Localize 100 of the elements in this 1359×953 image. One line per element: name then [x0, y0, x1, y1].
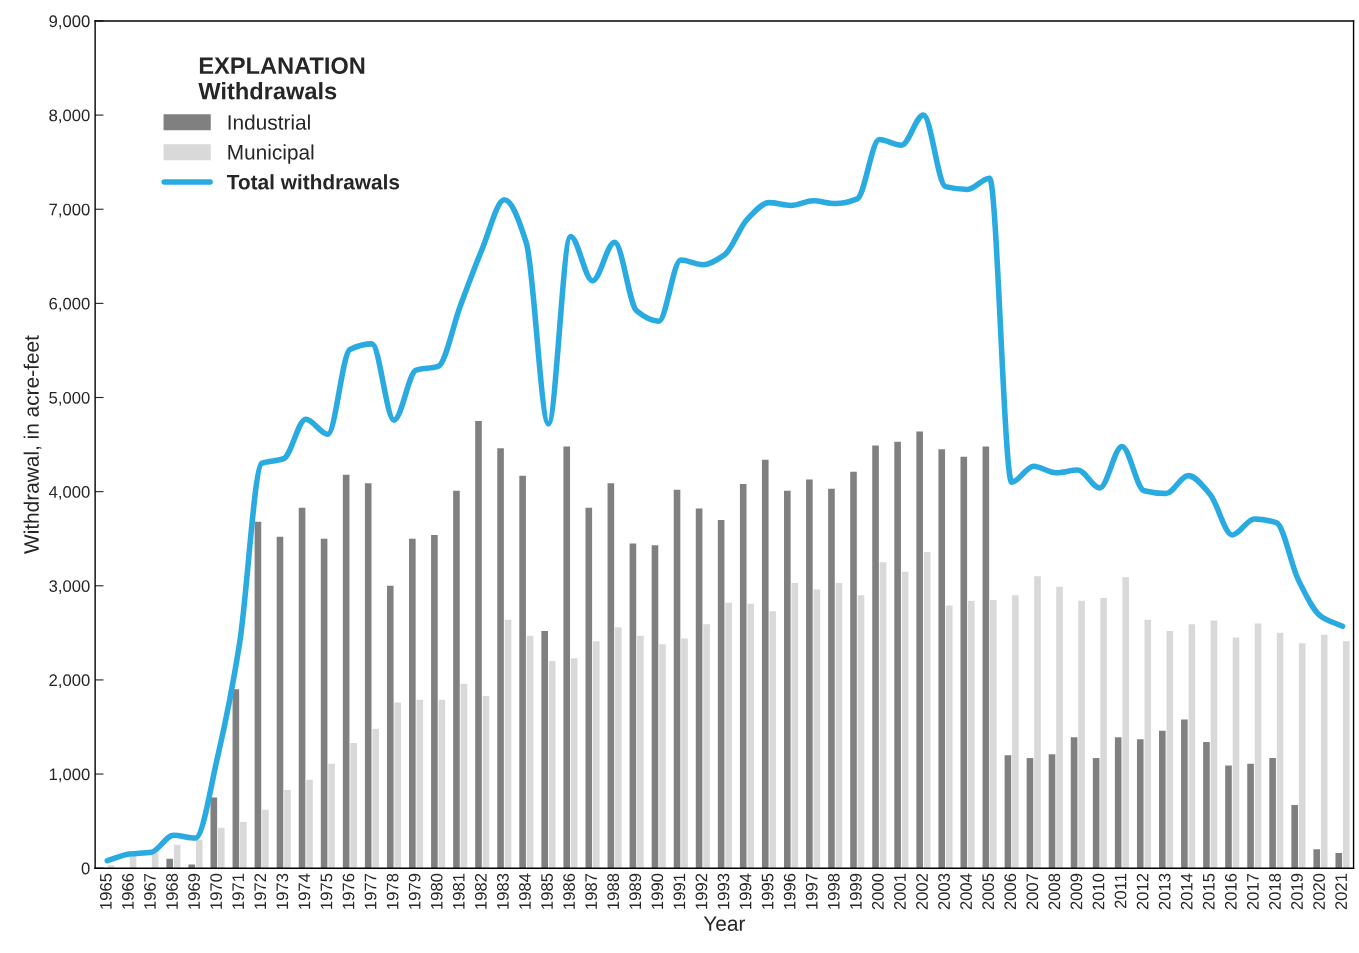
- bar: [364, 483, 372, 869]
- bar: [607, 483, 615, 869]
- bar: [372, 728, 380, 869]
- x-tick-label: 2003: [938, 873, 950, 910]
- bar: [990, 599, 997, 869]
- x-tick-label: 1981: [452, 873, 465, 909]
- bar: [1298, 643, 1306, 869]
- legend-label: Total withdrawals: [226, 174, 400, 190]
- x-tick-label: 2015: [1202, 873, 1215, 910]
- x-tick-label: 2016: [1224, 873, 1237, 910]
- x-tick-label: 2010: [1092, 873, 1105, 910]
- bar: [1225, 765, 1232, 869]
- x-tick-label: 1984: [519, 873, 531, 909]
- y-tick-label: 2,000: [49, 674, 90, 689]
- x-tick-label: 1994: [739, 873, 752, 909]
- x-tick-label: 1995: [761, 873, 774, 909]
- x-tick-label: 2017: [1246, 873, 1259, 910]
- bar: [1100, 598, 1107, 869]
- bar: [526, 635, 534, 869]
- bar: [857, 595, 865, 869]
- bar: [342, 474, 350, 869]
- bar: [306, 779, 313, 869]
- bar: [453, 490, 460, 869]
- bar: [1188, 624, 1196, 869]
- bar: [813, 589, 821, 869]
- bar: [1144, 619, 1152, 869]
- bar: [416, 699, 424, 869]
- bar: [1232, 637, 1240, 869]
- bar: [284, 790, 291, 869]
- bar: [695, 508, 703, 869]
- bar: [1122, 577, 1130, 869]
- bar: [497, 448, 504, 869]
- x-tick-label: 1972: [254, 873, 267, 909]
- bar: [1026, 758, 1034, 869]
- x-tick-label: 1991: [673, 873, 686, 909]
- bar: [386, 585, 394, 869]
- x-tick-label: 1987: [585, 873, 598, 909]
- bar: [460, 683, 468, 869]
- bar: [637, 635, 644, 869]
- bar: [328, 763, 335, 869]
- bar: [262, 809, 269, 869]
- x-tick-label: 1969: [188, 873, 200, 909]
- bar: [240, 822, 247, 869]
- x-tick-label: 1974: [298, 873, 311, 909]
- bar: [923, 551, 931, 869]
- bar: [828, 488, 835, 869]
- x-tick-label: 1977: [364, 873, 377, 909]
- bar: [1048, 754, 1056, 869]
- bar: [725, 602, 732, 869]
- bar: [1210, 620, 1218, 869]
- bar: [195, 839, 203, 869]
- legend-label: Industrial: [228, 114, 310, 130]
- x-tick-label: 2021: [1335, 873, 1348, 910]
- y-tick-label: 1,000: [49, 768, 90, 783]
- bar: [504, 619, 512, 869]
- x-tick-label: 1971: [232, 873, 245, 909]
- x-tick-label: 2014: [1180, 873, 1193, 910]
- bar: [1166, 630, 1174, 869]
- bar: [1313, 849, 1321, 869]
- bar: [519, 475, 526, 869]
- bar: [541, 630, 548, 869]
- bar: [1114, 737, 1122, 869]
- x-tick-label: 1992: [695, 873, 708, 909]
- bar: [592, 641, 600, 869]
- x-tick-label: 2009: [1070, 873, 1083, 910]
- bar: [482, 695, 490, 869]
- x-tick-label: 1986: [563, 873, 575, 909]
- bar: [254, 521, 262, 869]
- x-tick-label: 1983: [496, 873, 509, 909]
- x-tick-label: 2020: [1313, 873, 1325, 910]
- bar: [894, 441, 901, 869]
- bar: [166, 858, 173, 869]
- bar: [1070, 737, 1078, 869]
- bar: [1269, 758, 1276, 869]
- x-tick-label: 1976: [342, 873, 355, 909]
- bar: [1254, 623, 1262, 869]
- x-tick-label: 1999: [849, 873, 862, 909]
- bar: [747, 603, 755, 869]
- bar: [1335, 853, 1343, 869]
- y-tick-label: 0: [81, 862, 90, 875]
- bar: [548, 661, 556, 869]
- bar: [1078, 600, 1085, 869]
- bar: [901, 571, 909, 869]
- bar: [791, 582, 799, 869]
- bar: [673, 489, 681, 869]
- bar: [1203, 742, 1210, 869]
- bar: [320, 538, 328, 869]
- bar: [651, 545, 659, 869]
- bar: [218, 827, 225, 869]
- x-tick-label: 1980: [430, 873, 443, 909]
- legend-label: Municipal: [228, 144, 314, 164]
- bar: [717, 519, 725, 869]
- x-tick-label: 1985: [541, 873, 553, 909]
- bar: [659, 644, 666, 869]
- bar: [232, 689, 240, 869]
- bar: [298, 507, 306, 869]
- x-tick-label: 1979: [408, 873, 421, 909]
- bar: [945, 605, 953, 869]
- bar: [615, 627, 622, 869]
- y-tick-label: 9,000: [49, 15, 90, 30]
